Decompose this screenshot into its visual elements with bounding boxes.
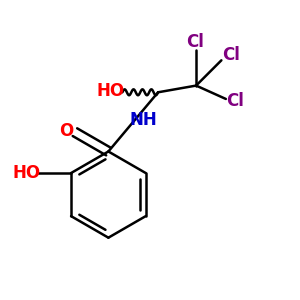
- Text: O: O: [59, 122, 73, 140]
- Text: Cl: Cl: [222, 46, 240, 64]
- Text: Cl: Cl: [186, 33, 204, 51]
- Text: Cl: Cl: [226, 92, 244, 110]
- Text: HO: HO: [12, 164, 40, 182]
- Text: HO: HO: [96, 82, 124, 100]
- Text: NH: NH: [130, 111, 158, 129]
